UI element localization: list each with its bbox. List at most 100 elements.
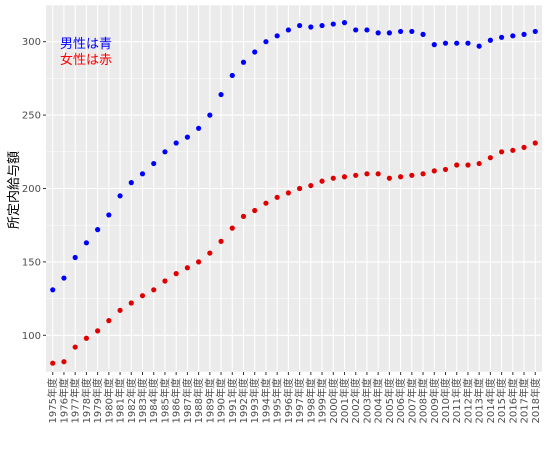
male-point <box>487 37 493 43</box>
female-point <box>353 172 359 178</box>
x-tick-label: 2005年度 <box>383 378 396 423</box>
x-tick-label: 2004年度 <box>372 378 385 423</box>
male-point <box>83 240 89 246</box>
x-tick-label: 1999年度 <box>316 378 329 423</box>
male-point <box>330 21 336 27</box>
x-tick-label: 1992年度 <box>237 378 250 423</box>
male-point <box>285 27 291 33</box>
x-tick-label: 1984年度 <box>147 378 160 423</box>
female-point <box>386 175 392 181</box>
male-point <box>319 22 325 29</box>
female-point <box>263 200 269 206</box>
female-point <box>465 162 471 168</box>
male-point <box>151 160 157 167</box>
male-point <box>173 140 179 146</box>
male-point <box>398 28 404 35</box>
male-point <box>61 275 67 281</box>
male-point <box>476 43 482 49</box>
x-tick-label: 2010年度 <box>439 378 452 423</box>
y-tick-label: 150 <box>22 257 41 268</box>
x-tick-label: 2017年度 <box>518 378 531 423</box>
female-point <box>442 166 449 173</box>
male-point <box>431 42 437 48</box>
female-point <box>128 300 134 306</box>
x-tick-label: 2013年度 <box>473 378 486 423</box>
male-point <box>297 22 303 29</box>
male-point <box>454 40 460 46</box>
male-point <box>162 149 168 155</box>
male-point <box>72 254 78 261</box>
x-tick-label: 2011年度 <box>450 378 463 423</box>
female-point <box>252 207 258 214</box>
x-tick-label: 1981年度 <box>114 378 127 423</box>
female-point <box>297 185 303 192</box>
female-point <box>398 174 404 180</box>
x-tick-label: 1985年度 <box>158 378 171 423</box>
x-tick-label: 1996年度 <box>282 378 295 423</box>
legend-female-text: 女性は赤 <box>60 52 112 68</box>
female-point <box>117 307 123 313</box>
female-point <box>454 162 460 168</box>
male-point <box>308 24 314 30</box>
x-tick-label: 2003年度 <box>360 378 373 423</box>
male-point <box>364 27 370 33</box>
legend-male-text: 男性は青 <box>60 37 112 52</box>
x-tick-label: 1988年度 <box>192 378 205 423</box>
x-tick-label: 1977年度 <box>69 378 82 423</box>
x-tick-label: 2009年度 <box>428 378 441 423</box>
female-point <box>106 318 112 324</box>
male-point <box>465 40 471 46</box>
male-point <box>375 30 381 36</box>
grid-minor <box>46 4 542 373</box>
x-tick-label: 1978年度 <box>80 378 93 423</box>
female-point <box>151 287 157 293</box>
male-point <box>532 28 538 35</box>
male-point <box>128 180 134 186</box>
female-point <box>196 259 202 265</box>
female-point <box>95 328 101 334</box>
female-point <box>207 250 213 256</box>
female-point <box>409 172 415 178</box>
male-point <box>184 134 190 140</box>
male-point <box>510 33 516 39</box>
female-point <box>184 265 190 271</box>
x-tick-label: 2016年度 <box>506 378 519 423</box>
x-tick-label: 1982年度 <box>125 378 138 423</box>
x-tick-label: 2018年度 <box>529 378 542 423</box>
male-point <box>499 34 505 40</box>
female-point <box>521 144 527 150</box>
female-point <box>61 359 67 365</box>
x-tick-label: 1987年度 <box>181 378 194 423</box>
female-point <box>50 360 56 366</box>
male-point <box>341 20 348 26</box>
female-point <box>274 194 280 200</box>
x-tick-label: 1983年度 <box>136 378 149 423</box>
female-point <box>330 175 336 181</box>
x-tick-label: 1976年度 <box>57 378 70 423</box>
male-point <box>218 91 224 98</box>
x-axis: 1975年度 1976年度 1977年度 1978年度 1979年度 1980年度 1981… <box>46 372 542 423</box>
x-tick-label: 2007年度 <box>405 378 418 423</box>
female-point <box>487 155 493 161</box>
x-tick-label: 2006年度 <box>394 378 407 423</box>
y-axis: 100 150 200 250 300 <box>22 37 46 342</box>
x-tick-label: 2008年度 <box>417 378 430 423</box>
x-tick-label: 1995年度 <box>271 378 284 423</box>
male-point <box>353 27 359 33</box>
male-point <box>409 28 415 35</box>
female-point <box>364 171 370 177</box>
female-point <box>229 225 235 231</box>
female-point <box>139 293 146 299</box>
y-tick-label: 100 <box>22 331 41 342</box>
y-tick-label: 200 <box>22 184 41 195</box>
y-tick-label: 300 <box>22 37 41 48</box>
male-point <box>263 39 269 45</box>
female-point <box>285 190 291 196</box>
female-point <box>532 140 538 146</box>
female-point <box>319 178 325 184</box>
female-point <box>218 238 224 244</box>
male-point <box>240 59 247 65</box>
x-tick-label: 1975年度 <box>46 378 59 423</box>
x-tick-label: 2000年度 <box>327 378 340 423</box>
